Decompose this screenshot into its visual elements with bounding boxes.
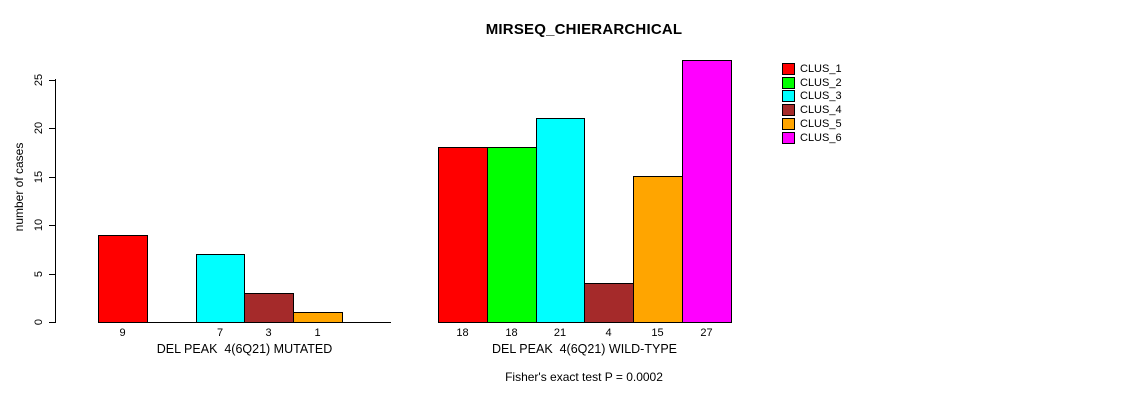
bar-group2-clus_2 (487, 147, 537, 323)
chart-title: MIRSEQ_CHIERARCHICAL (485, 21, 683, 38)
fisher-test-note: Fisher's exact test P = 0.0002 (505, 370, 663, 384)
legend-swatch-clus_3 (782, 90, 795, 102)
legend-swatch-clus_1 (782, 63, 795, 75)
legend-label-clus_3: CLUS_3 (800, 90, 842, 102)
y-tick-label: 15 (33, 170, 45, 184)
y-tick-label: 25 (33, 73, 45, 87)
legend-swatch-clus_4 (782, 104, 795, 116)
bar-group1-clus_5 (293, 312, 343, 323)
y-tick-label: 20 (33, 121, 45, 135)
y-tick-mark (49, 322, 56, 323)
bar-group2-clus_4 (584, 283, 634, 323)
bar-group1-clus_3 (196, 254, 245, 323)
legend-label-clus_6: CLUS_6 (800, 132, 842, 144)
bar-value-label: 7 (216, 327, 224, 339)
y-tick-mark (49, 128, 56, 129)
bar-group2-clus_5 (633, 176, 683, 323)
y-tick-mark (49, 274, 56, 275)
y-tick-mark (49, 80, 56, 81)
bar-value-label: 18 (505, 327, 518, 339)
bar-value-label: 9 (119, 327, 126, 339)
legend-label-clus_1: CLUS_1 (800, 63, 842, 75)
bar-value-label: 3 (265, 327, 272, 339)
y-tick-label: 5 (33, 270, 45, 278)
legend-label-clus_4: CLUS_4 (800, 104, 842, 116)
y-tick-mark (49, 177, 56, 178)
bar-value-label: 1 (314, 327, 321, 339)
bar-value-label: 4 (605, 327, 612, 339)
bar-value-label: 15 (651, 327, 664, 339)
legend-swatch-clus_2 (782, 77, 795, 89)
bar-group2-clus_3 (536, 118, 585, 323)
legend-label-clus_5: CLUS_5 (800, 118, 842, 130)
y-axis-label: number of cases (12, 142, 26, 232)
bar-group1-clus_4 (244, 293, 294, 323)
bar-group2-clus_6 (682, 60, 732, 323)
bar-value-label: 18 (456, 327, 469, 339)
y-tick-label: 0 (33, 318, 45, 326)
x-axis-label-mutated: DEL PEAK 4(6Q21) MUTATED (156, 342, 333, 356)
y-tick-label: 10 (33, 218, 45, 232)
bar-value-label: 27 (700, 327, 713, 339)
bar-group2-clus_1 (438, 147, 488, 323)
bar-group1-clus_1 (98, 235, 148, 323)
x-axis-label-wild-type: DEL PEAK 4(6Q21) WILD-TYPE (491, 342, 677, 356)
legend-label-clus_2: CLUS_2 (800, 77, 842, 89)
legend-swatch-clus_6 (782, 132, 795, 144)
bar-value-label: 21 (553, 327, 567, 339)
y-axis-line (55, 79, 56, 323)
legend-swatch-clus_5 (782, 118, 795, 130)
y-tick-mark (49, 225, 56, 226)
